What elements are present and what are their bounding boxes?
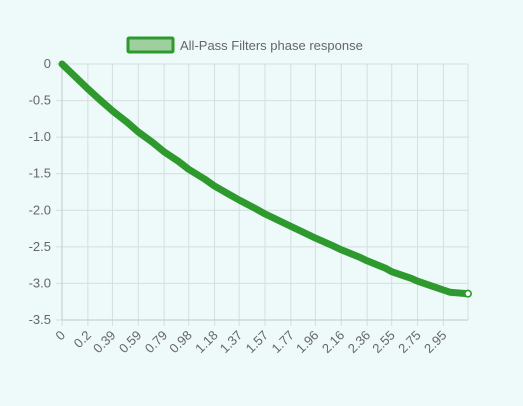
x-tick-label: 2.36 bbox=[345, 328, 374, 357]
data-point[interactable] bbox=[433, 284, 440, 291]
data-point[interactable] bbox=[312, 235, 319, 242]
x-tick-label: 0.79 bbox=[142, 328, 171, 357]
legend-label[interactable]: All-Pass Filters phase response bbox=[180, 38, 363, 53]
x-tick-label: 2.95 bbox=[421, 328, 450, 357]
x-tick-label: 0.98 bbox=[166, 328, 195, 357]
y-tick-label: -3.5 bbox=[29, 312, 51, 327]
x-tick-label: 0.2 bbox=[71, 328, 94, 351]
y-tick-label: -2.0 bbox=[29, 202, 51, 217]
data-point[interactable] bbox=[97, 97, 104, 104]
data-point[interactable] bbox=[330, 243, 337, 250]
data-point[interactable] bbox=[463, 289, 472, 298]
data-point[interactable] bbox=[338, 246, 345, 253]
x-tick-label: 1.37 bbox=[217, 328, 246, 357]
data-point[interactable] bbox=[149, 139, 156, 146]
x-tick-label: 1.96 bbox=[293, 328, 322, 357]
data-point[interactable] bbox=[185, 166, 192, 173]
y-tick-label: -0.5 bbox=[29, 93, 51, 108]
series-layer bbox=[58, 60, 472, 298]
x-tick-label: 0 bbox=[52, 328, 68, 344]
data-point[interactable] bbox=[446, 289, 453, 296]
data-point[interactable] bbox=[71, 73, 78, 80]
data-point[interactable] bbox=[201, 175, 208, 182]
y-tick-label: -1.5 bbox=[29, 166, 51, 181]
y-tick-label: 0 bbox=[44, 56, 51, 71]
data-point[interactable] bbox=[84, 85, 91, 92]
y-tick-label: -2.5 bbox=[29, 239, 51, 254]
data-point[interactable] bbox=[356, 254, 363, 261]
data-point[interactable] bbox=[109, 107, 116, 114]
data-point[interactable] bbox=[135, 129, 142, 136]
y-tick-label: -3.0 bbox=[29, 275, 51, 290]
grid-lines bbox=[56, 63, 469, 326]
legend-swatch[interactable] bbox=[126, 36, 175, 54]
data-point[interactable] bbox=[382, 265, 389, 272]
x-tick-label: 0.59 bbox=[116, 328, 145, 357]
data-point[interactable] bbox=[408, 275, 415, 282]
data-point[interactable] bbox=[262, 210, 268, 217]
x-tick-label: 1.18 bbox=[192, 328, 221, 357]
data-point[interactable] bbox=[59, 61, 65, 67]
data-point[interactable] bbox=[287, 223, 294, 230]
data-point[interactable] bbox=[414, 278, 421, 285]
x-tick-label: 1.57 bbox=[243, 328, 272, 357]
data-point[interactable] bbox=[236, 197, 243, 204]
y-tick-label: -1.0 bbox=[29, 129, 51, 144]
legend[interactable]: All-Pass Filters phase response bbox=[126, 36, 363, 54]
data-point[interactable] bbox=[211, 183, 218, 190]
x-tick-label: 1.77 bbox=[268, 328, 297, 357]
data-point[interactable] bbox=[388, 268, 395, 275]
x-tick-label: 0.39 bbox=[90, 328, 119, 357]
data-point[interactable] bbox=[123, 118, 130, 125]
data-point[interactable] bbox=[161, 148, 168, 155]
data-point[interactable] bbox=[252, 205, 259, 212]
x-tick-label: 2.55 bbox=[369, 328, 398, 357]
data-point[interactable] bbox=[227, 191, 234, 198]
data-point[interactable] bbox=[175, 158, 182, 165]
data-point[interactable] bbox=[440, 287, 447, 294]
x-tick-label: 2.16 bbox=[319, 328, 348, 357]
x-tick-label: 2.75 bbox=[395, 328, 424, 357]
data-point[interactable] bbox=[304, 231, 311, 238]
data-point[interactable] bbox=[278, 218, 285, 225]
data-point[interactable] bbox=[364, 257, 371, 264]
